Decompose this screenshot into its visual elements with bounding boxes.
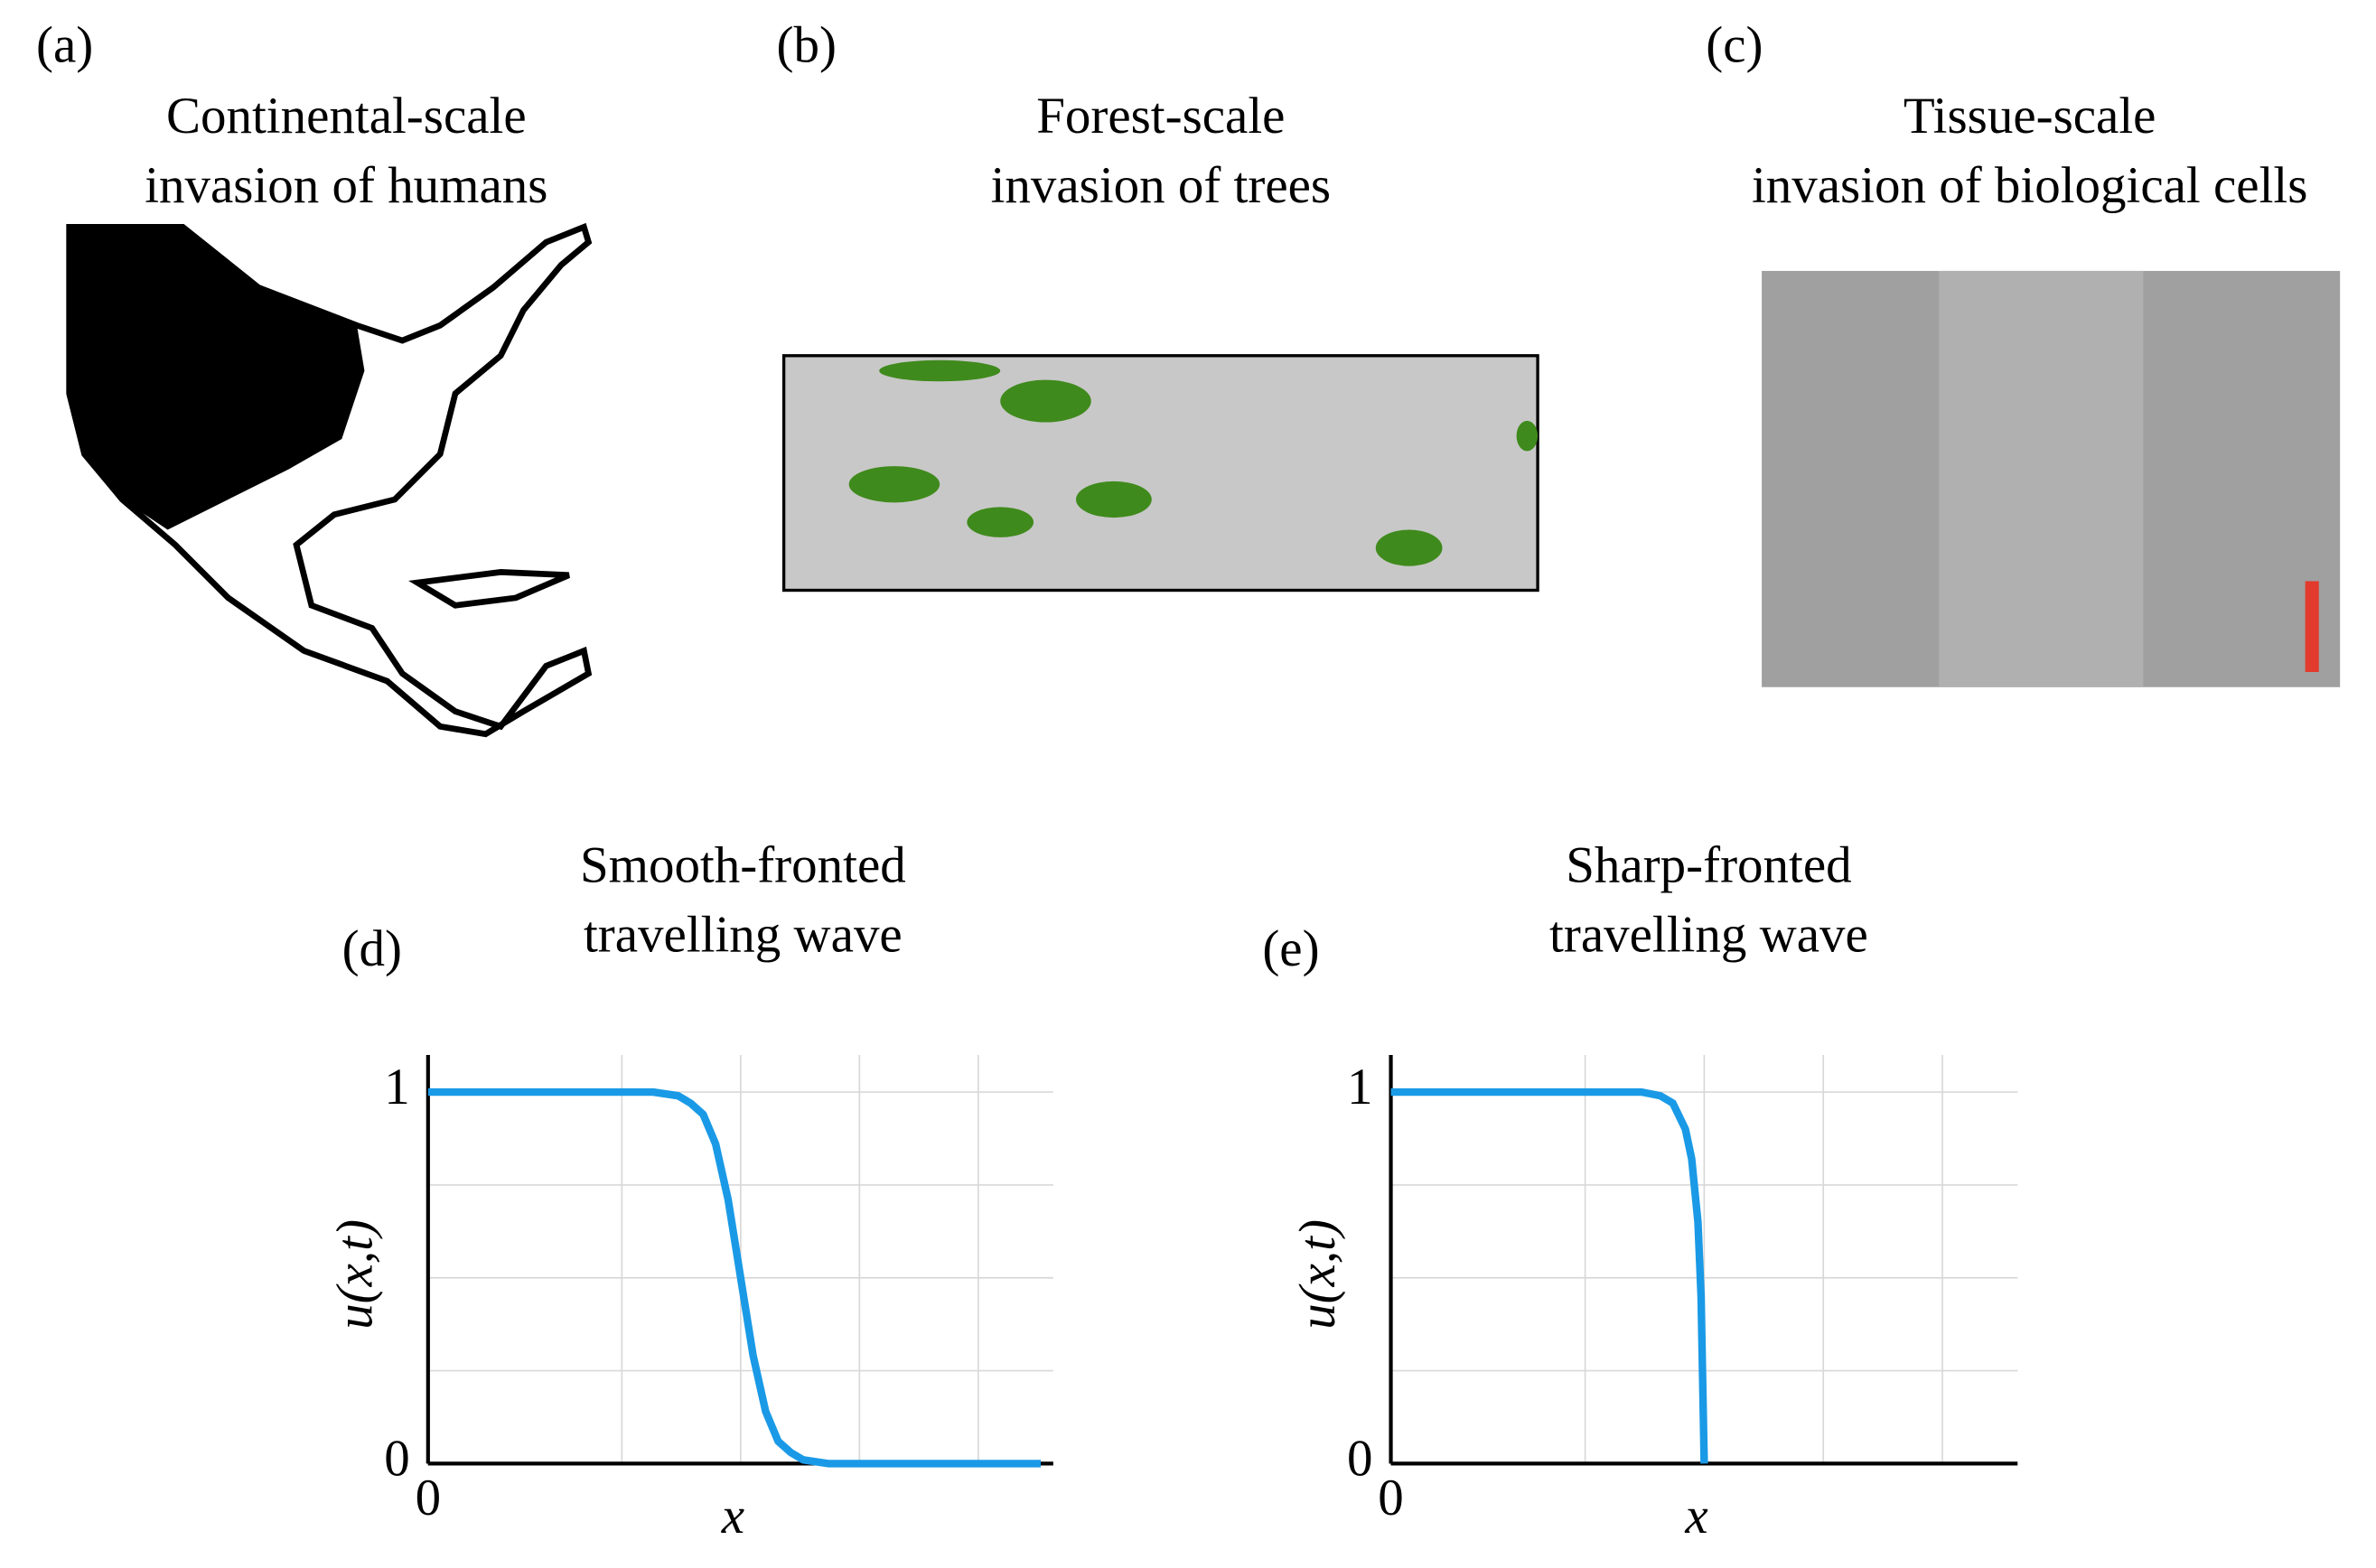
cells-image: [1762, 270, 2341, 687]
panel-title: invasion of trees: [991, 157, 1332, 214]
chart-title: Smooth-fronted: [580, 837, 906, 894]
chart-title: travelling wave: [1549, 907, 1868, 964]
panel-title: invasion of biological cells: [1752, 157, 2307, 214]
chart-title: Sharp-fronted: [1566, 837, 1851, 894]
panel-title: invasion of humans: [145, 157, 547, 214]
panel-title: Forest-scale: [1036, 88, 1285, 145]
chart-title: travelling wave: [584, 907, 903, 964]
map-image: [66, 222, 593, 738]
x-tick-label: 0: [416, 1470, 441, 1526]
panel-label: (b): [777, 16, 837, 73]
y-tick-label: 1: [384, 1059, 409, 1115]
forest-image: [781, 354, 1539, 593]
panel-title: Tissue-scale: [1904, 88, 2156, 145]
curve: [1390, 1087, 1708, 1464]
y-tick-label: 0: [384, 1430, 409, 1487]
y-tick-label: 1: [1347, 1059, 1372, 1115]
panel-label: (c): [1706, 16, 1763, 73]
panel-label: (a): [36, 16, 93, 73]
x-tick-label: 0: [1378, 1470, 1403, 1526]
panel-label: (d): [342, 920, 402, 977]
panel-title: Continental-scale: [166, 88, 527, 145]
curve: [427, 1087, 1042, 1468]
x-axis-label: x: [721, 1488, 744, 1545]
y-axis-label: u(x,t): [326, 1219, 383, 1330]
panel-label: (e): [1262, 920, 1319, 977]
y-tick-label: 0: [1347, 1430, 1372, 1487]
x-axis-label: x: [1684, 1488, 1707, 1545]
y-axis-label: u(x,t): [1289, 1219, 1346, 1330]
